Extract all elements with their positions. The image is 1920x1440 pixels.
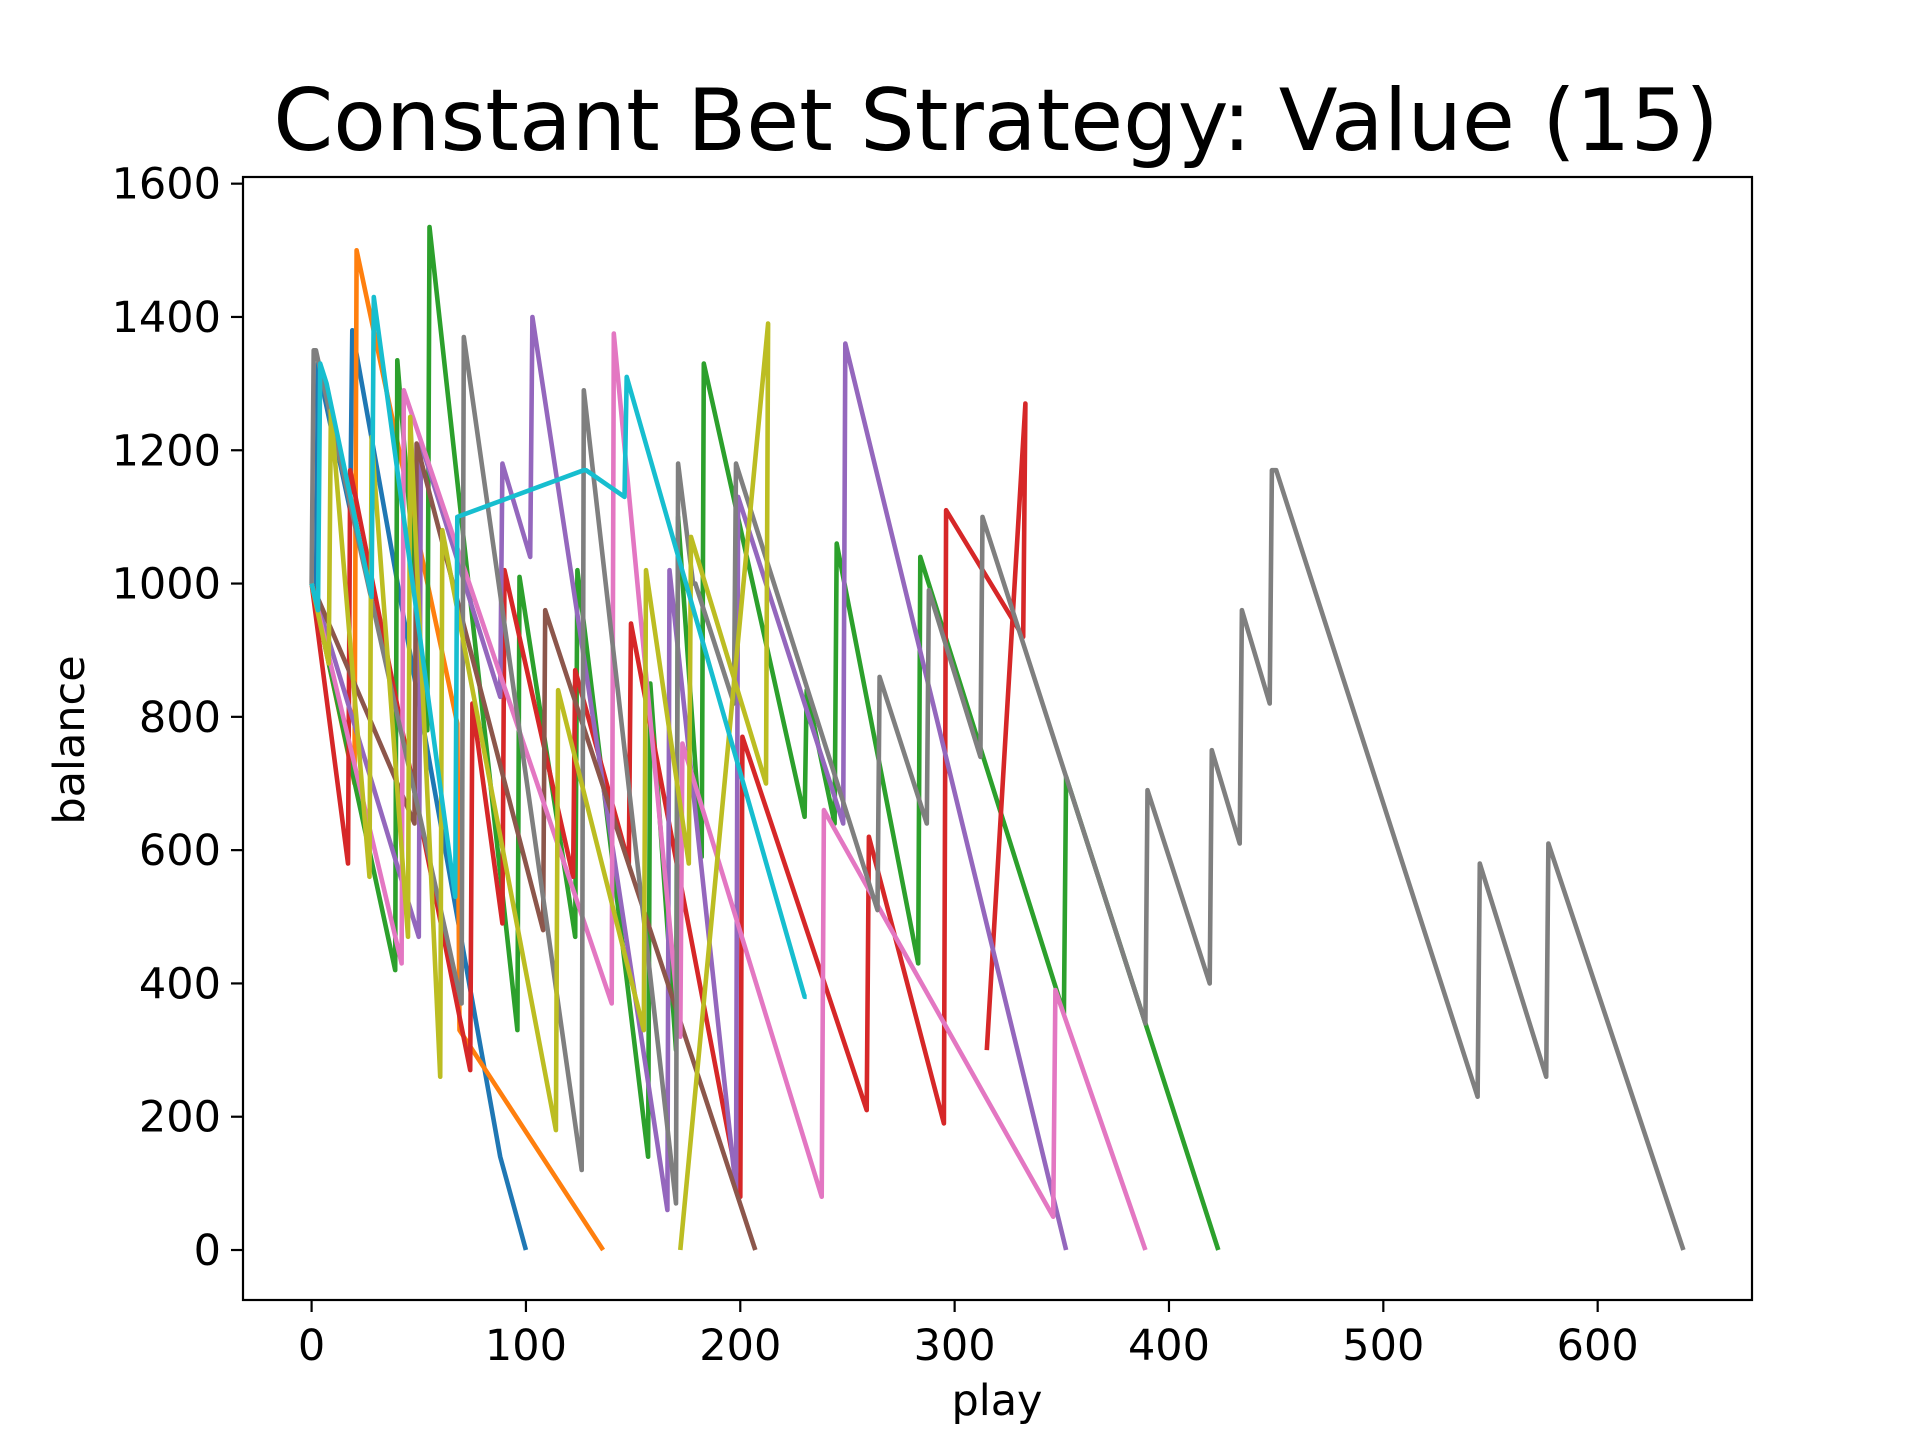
x-tick-label: 500 [1342,1321,1424,1371]
series-line-10 [309,294,807,1000]
y-tick-label: 600 [139,826,221,876]
y-tick-label: 1000 [112,560,221,610]
series-line-9 [309,321,771,1251]
x-tick-label: 600 [1557,1321,1639,1371]
y-tick-label: 800 [139,693,221,743]
y-axis: 0 200 400 600 800 1000 1200 1400 1600 [112,160,243,1276]
x-axis-label: play [951,1376,1042,1426]
chart-title: Constant Bet Strategy: Value (15) [273,71,1719,171]
y-tick-label: 0 [194,1226,221,1276]
series-line-4 [309,401,1028,1199]
y-tick-label: 200 [139,1093,221,1143]
x-tick-label: 0 [298,1321,325,1371]
x-tick-label: 400 [1128,1321,1210,1371]
y-tick-label: 400 [139,959,221,1009]
y-tick-label: 1400 [112,293,221,343]
x-tick-label: 100 [485,1321,567,1371]
x-axis: 0 100 200 300 400 500 600 [298,1300,1639,1371]
y-tick-label: 1200 [112,426,221,476]
y-tick-label: 1600 [112,160,221,210]
x-tick-label: 300 [914,1321,996,1371]
series-line-7 [309,331,1148,1251]
plot-area [309,224,1686,1252]
plot-frame [241,175,1754,1302]
y-axis-label: balance [45,655,95,824]
x-tick-label: 200 [699,1321,781,1371]
